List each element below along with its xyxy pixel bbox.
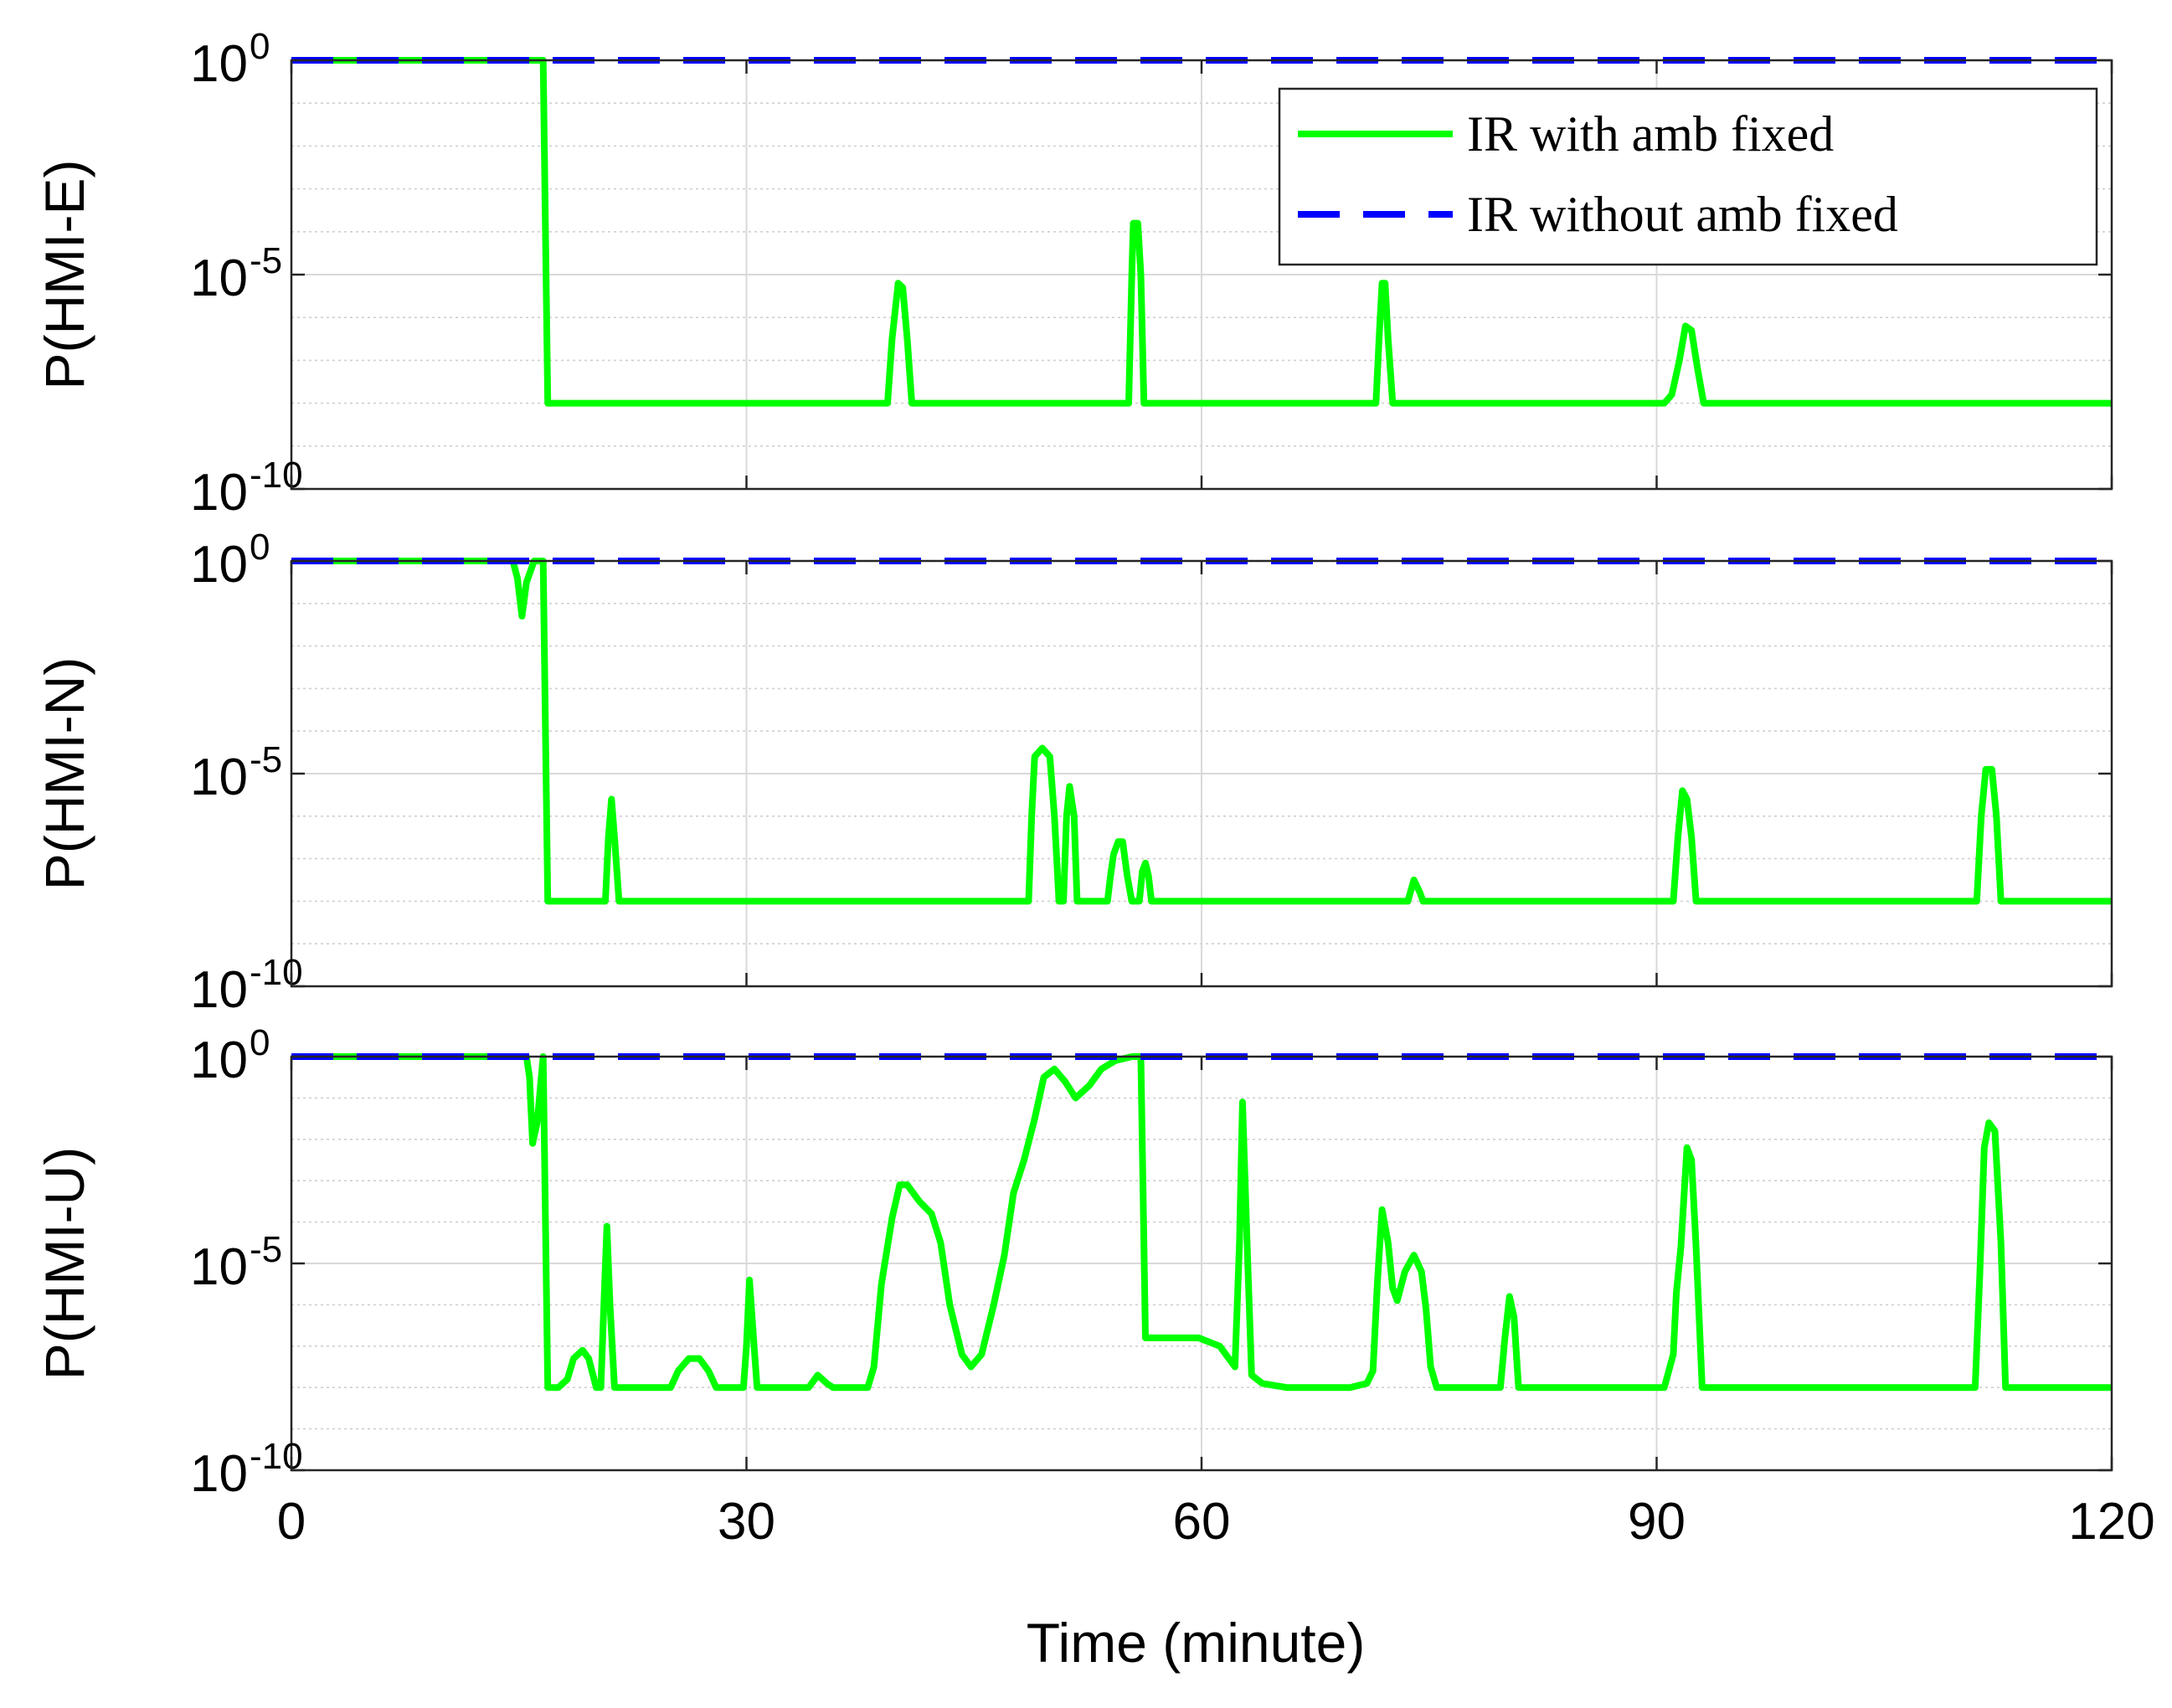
y-tick-label-exponent: -10 <box>250 1436 303 1477</box>
legend-label: IR with amb fixed <box>1467 106 1834 162</box>
y-tick-label: 10 <box>190 749 248 806</box>
panel-3: 10 010 -510 -10P(HMI-U)0 30 60 90 120 <box>33 1022 2155 1551</box>
x-axis-label: Time (minute) <box>1027 1612 1366 1674</box>
x-tick-label: 120 <box>2068 1493 2154 1551</box>
y-tick-label: 10 <box>190 35 248 93</box>
panels: 10 010 -510 -10P(HMI-E)IR with amb fixedIR … <box>33 26 2155 1551</box>
x-tick-label: 60 <box>1173 1493 1231 1551</box>
y-tick-label: 10 <box>190 1238 248 1296</box>
grid <box>291 1057 2112 1470</box>
y-tick-label-exponent: -5 <box>250 739 282 780</box>
legend-label: IR without amb fixed <box>1467 187 1898 242</box>
y-tick-label-exponent: -10 <box>250 455 303 496</box>
series-line-with-amb <box>291 1053 2112 1392</box>
x-tick-label: 90 <box>1628 1493 1686 1551</box>
y-tick-label-exponent: 0 <box>250 527 270 568</box>
x-tick-label: 0 <box>277 1493 306 1551</box>
legend-box <box>1278 87 2098 266</box>
panel-2: 10 010 -510 -10P(HMI-N) <box>33 527 2113 1019</box>
y-tick-label: 10 <box>190 1445 248 1503</box>
y-axis-label: P(HMI-E) <box>33 160 95 390</box>
legend: IR with amb fixed IR without amb fixed <box>1278 87 2098 266</box>
y-tick-label-exponent: -5 <box>250 1229 282 1270</box>
y-tick-label: 10 <box>190 961 248 1019</box>
series-line-with-amb <box>291 558 2112 905</box>
y-tick-label: 10 <box>190 1031 248 1089</box>
y-tick-label-exponent: 0 <box>250 1022 270 1063</box>
y-axis-label: P(HMI-N) <box>33 657 95 891</box>
y-tick-label: 10 <box>190 536 248 594</box>
panel-1: 10 010 -510 -10P(HMI-E)IR with amb fixedIR … <box>33 26 2113 522</box>
series-line-with-amb <box>291 57 2112 407</box>
y-tick-label: 10 <box>190 464 248 522</box>
y-tick-label-exponent: -10 <box>250 952 303 993</box>
y-tick-label-exponent: 0 <box>250 26 270 67</box>
y-tick-label: 10 <box>190 250 248 307</box>
x-tick-label: 30 <box>718 1493 775 1551</box>
y-axis-label: P(HMI-U) <box>33 1147 95 1381</box>
y-tick-label-exponent: -5 <box>250 240 282 281</box>
